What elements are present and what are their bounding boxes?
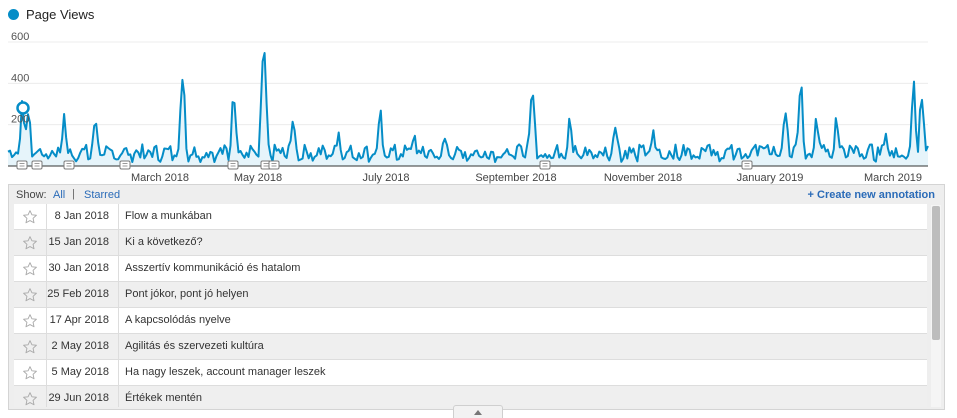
annotation-marker-icon[interactable] — [741, 160, 753, 170]
annotation-row[interactable]: 2 May 2018 Agilitás és szervezeti kultúra — [14, 334, 927, 360]
annotation-row[interactable]: 5 May 2018 Ha nagy leszek, account manage… — [14, 360, 927, 386]
annotation-date: 29 Jun 2018 — [47, 386, 119, 407]
page-views-line — [7, 52, 929, 163]
x-tick-label: November 2018 — [604, 172, 682, 184]
collapse-annotations-button[interactable] — [453, 405, 503, 418]
x-tick-label: March 2019 — [864, 172, 922, 184]
y-tick-label: 200 — [11, 114, 29, 126]
legend-dot-icon — [8, 8, 19, 20]
y-tick-label: 600 — [11, 31, 29, 43]
annotation-marker-icon[interactable] — [31, 160, 43, 170]
chart-gridlines — [8, 41, 928, 126]
chart-legend: Page Views — [8, 5, 94, 23]
star-icon[interactable] — [14, 230, 47, 256]
x-tick-label: March 2018 — [131, 172, 189, 184]
create-annotation-link[interactable]: + Create new annotation — [807, 189, 935, 201]
x-tick-label: September 2018 — [475, 172, 556, 184]
annotation-marker-icon[interactable] — [268, 160, 280, 170]
y-tick-label: 400 — [11, 72, 29, 84]
star-icon[interactable] — [14, 386, 47, 407]
annotation-marker-icon[interactable] — [539, 160, 551, 170]
star-icon[interactable] — [14, 256, 47, 282]
annotation-title: Ha nagy leszek, account manager leszek — [125, 366, 326, 378]
annotation-title: Flow a munkában — [125, 210, 212, 222]
star-icon[interactable] — [14, 204, 47, 230]
filter-starred-link[interactable]: Starred — [84, 189, 121, 201]
star-icon[interactable] — [14, 282, 47, 308]
x-tick-label: May 2018 — [234, 172, 282, 184]
annotation-panel: Show: All | Starred + Create new annotat… — [8, 184, 945, 410]
page-views-chart: 200 400 600 March 2018 May 2018 July 2018 Sep… — [7, 31, 929, 184]
annotation-row[interactable]: 17 Apr 2018 A kapcsolódás nyelve — [14, 308, 927, 334]
annotation-row[interactable]: 25 Feb 2018 Pont jókor, pont jó helyen — [14, 282, 927, 308]
star-icon[interactable] — [14, 308, 47, 334]
show-label: Show: — [16, 189, 47, 201]
star-icon[interactable] — [14, 360, 47, 386]
selected-point-marker[interactable] — [16, 101, 30, 115]
annotation-marker-icon[interactable] — [119, 160, 131, 170]
annotation-title: Agilitás és szervezeti kultúra — [125, 340, 264, 352]
annotation-row[interactable]: 30 Jan 2018 Asszertív kommunikáció és hat… — [14, 256, 927, 282]
x-tick-label: January 2019 — [737, 172, 804, 184]
annotation-row[interactable]: 15 Jan 2018 Ki a következő? — [14, 230, 927, 256]
x-tick-label: July 2018 — [362, 172, 409, 184]
legend-label: Page Views — [26, 6, 95, 22]
annotation-marker-icon[interactable] — [63, 160, 75, 170]
filter-separator: | — [72, 188, 75, 200]
annotation-title: Pont jókor, pont jó helyen — [125, 288, 249, 300]
annotation-date: 8 Jan 2018 — [47, 204, 119, 230]
annotation-date: 25 Feb 2018 — [47, 282, 119, 308]
annotation-marker-icon[interactable] — [16, 160, 28, 170]
annotation-title: Ki a következő? — [125, 236, 203, 248]
chevron-up-icon — [474, 409, 482, 415]
annotation-date: 2 May 2018 — [47, 334, 119, 360]
annotation-date: 5 May 2018 — [47, 360, 119, 386]
annotation-list: 8 Jan 2018 Flow a munkában 15 Jan 2018 Ki a… — [14, 204, 927, 407]
annotation-title: A kapcsolódás nyelve — [125, 314, 231, 326]
scrollbar-thumb[interactable] — [932, 206, 940, 340]
filter-all-link[interactable]: All — [53, 189, 66, 201]
annotation-row[interactable]: 29 Jun 2018 Értékek mentén — [14, 386, 927, 407]
annotation-date: 30 Jan 2018 — [47, 256, 119, 282]
annotation-date: 17 Apr 2018 — [47, 308, 119, 334]
star-icon[interactable] — [14, 334, 47, 360]
annotation-title: Asszertív kommunikáció és hatalom — [125, 262, 301, 274]
annotation-filter-bar: Show: All | Starred + Create new annotat… — [9, 185, 944, 204]
annotation-scrollbar[interactable] — [931, 205, 941, 407]
annotation-date: 15 Jan 2018 — [47, 230, 119, 256]
annotation-row[interactable]: 8 Jan 2018 Flow a munkában — [14, 204, 927, 230]
annotation-marker-icon[interactable] — [227, 160, 239, 170]
annotation-title: Értékek mentén — [125, 392, 203, 404]
